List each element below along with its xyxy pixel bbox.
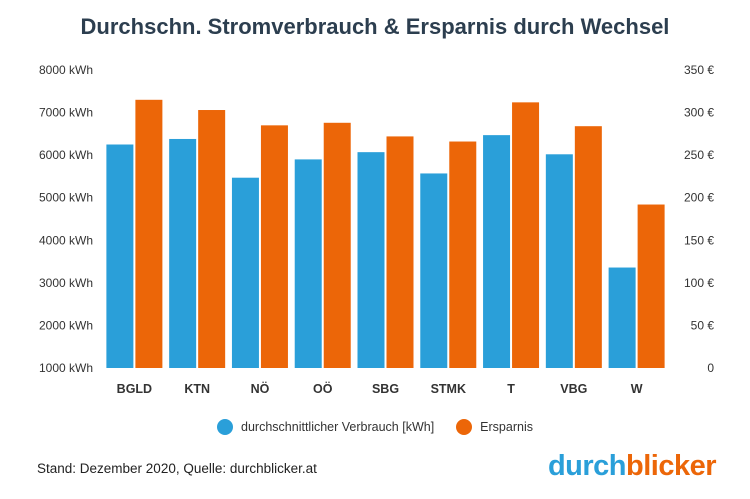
category-label: W xyxy=(631,382,643,396)
category-label: STMK xyxy=(431,382,466,396)
chart-title: Durchschn. Stromverbrauch & Ersparnis du… xyxy=(80,14,670,39)
left-tick-label: 1000 kWh xyxy=(39,361,93,375)
left-tick-label: 5000 kWh xyxy=(39,191,93,205)
bar-ersparnis[interactable] xyxy=(574,126,602,369)
left-tick-label: 6000 kWh xyxy=(39,148,93,162)
legend-item-verbrauch[interactable]: durchschnittlicher Verbrauch [kWh] xyxy=(217,419,434,435)
bar-ersparnis[interactable] xyxy=(135,99,163,369)
bar-ersparnis[interactable] xyxy=(386,136,414,368)
source-note: Stand: Dezember 2020, Quelle: durchblick… xyxy=(37,461,317,476)
left-axis-ticks: 1000 kWh 2000 kWh 3000 kWh 4000 kWh 5000 kWh… xyxy=(39,63,93,375)
legend-swatch-ersparnis xyxy=(456,419,473,435)
bar-verbrauch[interactable] xyxy=(169,138,197,368)
category-label: BGLD xyxy=(117,382,152,396)
category-label: KTN xyxy=(184,382,210,396)
right-tick-label: 0 xyxy=(707,361,714,375)
bar-verbrauch[interactable] xyxy=(106,144,134,369)
category-label: SBG xyxy=(372,382,399,396)
bar-verbrauch[interactable] xyxy=(231,177,259,368)
right-tick-label: 100 € xyxy=(684,276,714,290)
right-tick-label: 350 € xyxy=(684,63,714,77)
bar-verbrauch[interactable] xyxy=(545,154,573,368)
left-tick-label: 7000 kWh xyxy=(39,106,93,120)
legend-item-ersparnis[interactable]: Ersparnis xyxy=(456,419,533,435)
bar-ersparnis[interactable] xyxy=(198,110,226,368)
right-tick-label: 300 € xyxy=(684,106,714,120)
bar-verbrauch[interactable] xyxy=(420,173,448,368)
bar-ersparnis[interactable] xyxy=(449,141,477,368)
logo-part-blicker: blicker xyxy=(626,450,717,482)
logo-part-durch: durch xyxy=(547,450,627,482)
bar-verbrauch[interactable] xyxy=(608,267,636,368)
left-tick-label: 8000 kWh xyxy=(39,63,93,77)
legend-label-ersparnis: Ersparnis xyxy=(480,420,533,434)
brand-logo[interactable]: durchblicker xyxy=(547,450,717,483)
bar-group xyxy=(106,99,665,369)
left-tick-label: 3000 kWh xyxy=(39,276,93,290)
bar-ersparnis[interactable] xyxy=(260,125,288,368)
right-axis-ticks: 0 50 € 100 € 150 € 200 € 250 € 300 € 350 € xyxy=(684,63,714,375)
left-tick-label: 4000 kWh xyxy=(39,233,93,247)
legend: durchschnittlicher Verbrauch [kWh] Erspa… xyxy=(0,419,750,435)
legend-label-verbrauch: durchschnittlicher Verbrauch [kWh] xyxy=(241,420,435,434)
bar-verbrauch[interactable] xyxy=(294,159,322,368)
right-tick-label: 250 € xyxy=(684,148,714,162)
right-tick-label: 150 € xyxy=(684,233,714,247)
bar-verbrauch[interactable] xyxy=(483,135,511,368)
bar-ersparnis[interactable] xyxy=(637,204,665,368)
left-tick-label: 2000 kWh xyxy=(39,318,93,332)
legend-swatch-verbrauch xyxy=(217,419,234,435)
category-label: OÖ xyxy=(313,381,333,396)
right-tick-label: 50 € xyxy=(691,318,715,332)
right-tick-label: 200 € xyxy=(684,191,714,205)
bar-ersparnis[interactable] xyxy=(512,102,540,369)
category-label: T xyxy=(507,382,515,396)
bar-ersparnis[interactable] xyxy=(323,122,351,368)
category-label: NÖ xyxy=(251,381,270,396)
bar-verbrauch[interactable] xyxy=(357,152,385,368)
category-labels: BGLD KTN NÖ OÖ SBG STMK T VBG W xyxy=(117,381,643,396)
category-label: VBG xyxy=(560,382,587,396)
